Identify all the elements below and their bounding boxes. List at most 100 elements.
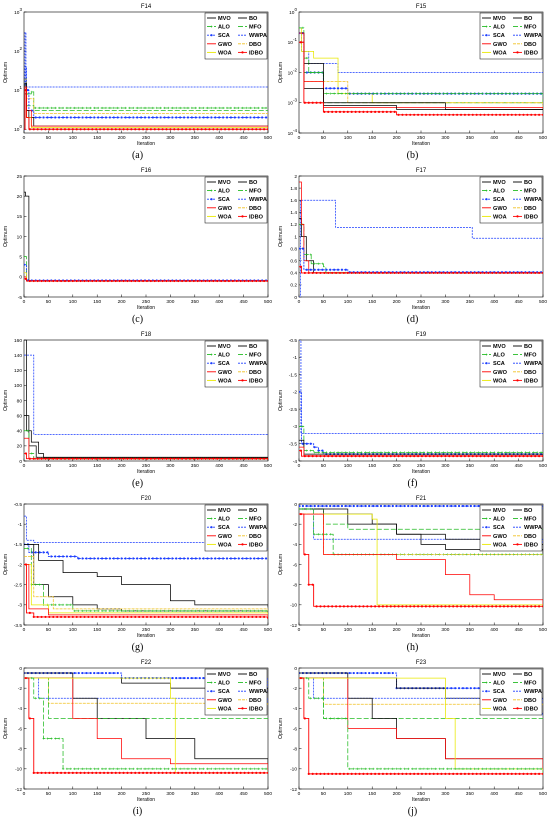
series-marker-idbo — [251, 457, 254, 460]
series-marker-idbo — [401, 772, 404, 775]
series-marker-idbo — [75, 457, 78, 460]
series-marker-sca — [305, 71, 308, 74]
series-marker-idbo — [239, 279, 242, 283]
legend-label-mvo: MVO — [218, 672, 231, 678]
series-marker-idbo — [157, 615, 160, 619]
series-marker-idbo — [223, 771, 227, 774]
x-tick-label: 300 — [166, 299, 174, 305]
series-marker-sca — [477, 687, 480, 690]
series-marker-idbo — [204, 771, 207, 774]
series-marker-idbo — [75, 128, 78, 131]
legend-marker-idbo — [241, 379, 244, 382]
series-marker-alo — [481, 92, 484, 95]
legend-marker-idbo — [516, 543, 519, 546]
series-marker-sca — [175, 676, 178, 680]
series-marker-idbo — [227, 128, 231, 131]
series-marker-sca — [100, 557, 104, 560]
series-marker-alo — [305, 56, 308, 60]
series-marker-idbo — [397, 605, 400, 608]
series-marker-sca — [222, 557, 225, 560]
series-marker-sca — [42, 116, 45, 119]
series-marker-alo — [159, 609, 162, 612]
series-marker-idbo — [235, 128, 238, 131]
series-marker-idbo — [444, 455, 447, 458]
series-marker-idbo — [436, 605, 439, 608]
series-marker-idbo — [161, 128, 164, 131]
series-marker-alo — [399, 451, 402, 454]
series-marker-alo — [454, 451, 457, 454]
series-marker-idbo — [48, 279, 51, 283]
series-marker-sca — [89, 557, 92, 560]
series-marker-idbo — [307, 583, 310, 586]
x-tick-label: 0 — [23, 627, 26, 633]
series-marker-idbo — [413, 271, 416, 275]
series-marker-alo — [257, 767, 260, 770]
series-marker-idbo — [534, 113, 537, 116]
series-marker-idbo — [212, 771, 215, 774]
series-marker-idbo — [432, 455, 435, 458]
series-marker-alo — [512, 767, 515, 770]
series-marker-alo — [500, 451, 504, 454]
y-tick-label: 0 — [294, 295, 297, 301]
series-marker-alo — [155, 106, 158, 110]
series-marker-alo — [299, 26, 301, 29]
series-marker-idbo — [440, 271, 443, 275]
series-marker-idbo — [71, 128, 74, 131]
series-marker-idbo — [126, 279, 129, 283]
y-tick-label: 1.6 — [290, 198, 297, 204]
series-marker-idbo — [67, 128, 70, 131]
legend-label-mvo: MVO — [493, 508, 506, 514]
x-tick-label: 450 — [240, 299, 248, 305]
series-marker-idbo — [169, 615, 172, 619]
series-marker-alo — [313, 262, 316, 265]
series-marker-sca — [309, 504, 312, 508]
series-marker-alo — [504, 92, 508, 95]
series-marker-alo — [465, 767, 468, 770]
x-tick-label: 0 — [298, 791, 301, 797]
x-axis-label: Iteration — [412, 305, 430, 311]
series-marker-idbo — [149, 279, 152, 283]
series-marker-alo — [190, 106, 193, 110]
legend-label-sca: SCA — [493, 525, 505, 531]
series-marker-idbo — [48, 615, 51, 619]
series-marker-alo — [461, 92, 465, 95]
series-marker-alo — [89, 609, 92, 612]
series-marker-alo — [309, 449, 312, 452]
series-marker-alo — [305, 507, 308, 511]
series-marker-idbo — [173, 615, 176, 619]
series-marker-sca — [360, 671, 363, 675]
series-marker-idbo — [498, 271, 502, 275]
y-tick-label: -2 — [293, 390, 298, 396]
series-marker-idbo — [106, 279, 110, 283]
series-marker-idbo — [424, 455, 427, 458]
legend-marker-sca — [485, 362, 488, 365]
series-marker-idbo — [502, 605, 506, 608]
series-marker-alo — [206, 106, 209, 110]
series-marker-alo — [301, 507, 305, 511]
series-marker-idbo — [502, 113, 506, 116]
series-marker-idbo — [243, 279, 246, 283]
y-tick-label: -2 — [293, 686, 298, 692]
series-marker-idbo — [40, 128, 43, 131]
series-marker-idbo — [212, 128, 215, 131]
series-marker-sca — [461, 504, 465, 508]
series-marker-idbo — [134, 457, 137, 460]
series-marker-idbo — [145, 457, 149, 460]
series-marker-sca — [218, 557, 221, 560]
legend-label-woa: WOA — [218, 214, 232, 220]
series-marker-alo — [202, 106, 205, 110]
series-marker-idbo — [416, 113, 420, 116]
series-marker-alo — [222, 609, 225, 612]
series-marker-alo — [438, 767, 441, 770]
series-marker-idbo — [181, 771, 184, 774]
x-tick-label: 50 — [46, 463, 52, 469]
series-marker-alo — [407, 92, 410, 95]
series-marker-idbo — [420, 113, 424, 116]
x-tick-label: 50 — [321, 135, 327, 141]
series-marker-alo — [430, 451, 433, 454]
series-marker-sca — [454, 504, 457, 508]
series-marker-sca — [383, 504, 386, 508]
